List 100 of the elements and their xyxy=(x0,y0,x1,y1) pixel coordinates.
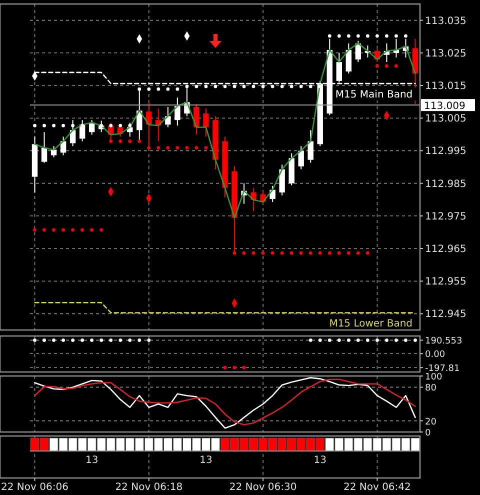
point xyxy=(100,228,104,232)
point xyxy=(404,34,408,38)
point xyxy=(280,84,284,88)
point xyxy=(376,34,379,38)
text: 13 xyxy=(314,455,326,466)
point xyxy=(376,64,379,68)
point xyxy=(270,84,274,88)
point xyxy=(299,84,303,88)
point xyxy=(71,124,74,128)
point xyxy=(204,146,208,150)
point xyxy=(337,34,341,38)
ref-line-label: 113.009 xyxy=(424,101,466,112)
point xyxy=(128,124,132,128)
y-tick-label: 113.035 xyxy=(425,16,466,27)
candlestick xyxy=(165,106,171,128)
point xyxy=(62,228,65,232)
point xyxy=(194,84,198,88)
point xyxy=(156,87,160,91)
point xyxy=(214,84,218,88)
point xyxy=(261,84,265,88)
candlestick xyxy=(308,130,314,164)
x-tick-label: 22 Nov 06:42 xyxy=(343,482,411,493)
x-tick-label: 22 Nov 06:30 xyxy=(229,482,297,493)
y-tick-label: 113.005 xyxy=(425,114,466,125)
y-tick-label: 112.965 xyxy=(425,244,466,255)
point xyxy=(185,84,189,88)
point xyxy=(394,34,398,38)
point xyxy=(290,84,294,88)
point xyxy=(223,84,227,88)
point xyxy=(185,146,189,150)
point xyxy=(138,87,142,91)
point xyxy=(290,251,294,255)
point xyxy=(270,251,274,255)
y-tick-label: 113.025 xyxy=(425,48,466,60)
point xyxy=(33,228,36,232)
point xyxy=(42,124,46,128)
point xyxy=(118,124,122,128)
candlestick xyxy=(270,185,276,202)
point xyxy=(394,64,398,68)
y-tick-label: 112.975 xyxy=(425,211,466,222)
y-tick-label: 112.955 xyxy=(425,276,466,288)
y-tick-label: 0.00 xyxy=(425,350,446,360)
y-tick-label: 112.995 xyxy=(425,146,466,158)
text: 13 xyxy=(85,455,98,466)
point xyxy=(299,251,303,255)
point xyxy=(156,146,160,150)
point xyxy=(356,34,360,38)
point xyxy=(308,84,312,88)
x-tick-label: 22 Nov 06:06 xyxy=(1,482,68,493)
point xyxy=(62,124,65,128)
point xyxy=(166,146,170,150)
point xyxy=(71,228,74,232)
series-label: M15 Main Band xyxy=(335,90,413,101)
point xyxy=(366,34,370,38)
candlestick xyxy=(203,108,209,138)
point xyxy=(128,140,132,143)
point xyxy=(385,34,388,38)
y-tick-label: 190.553 xyxy=(425,336,462,347)
point xyxy=(346,34,350,38)
point xyxy=(109,140,113,143)
point xyxy=(337,251,341,255)
point xyxy=(308,251,312,255)
y-tick-label: 112.985 xyxy=(425,178,466,190)
point xyxy=(109,124,113,128)
point xyxy=(194,146,198,150)
candlestick xyxy=(279,164,285,196)
point xyxy=(166,87,170,91)
y-tick-label: 100 xyxy=(425,372,442,382)
point xyxy=(366,251,370,255)
point xyxy=(176,146,180,150)
point xyxy=(232,251,236,255)
point xyxy=(328,34,332,38)
point xyxy=(80,228,84,232)
point xyxy=(328,251,332,255)
y-tick-label: 20 xyxy=(425,417,437,428)
point xyxy=(138,140,142,143)
point xyxy=(147,87,151,91)
series-label: M15 Lower Band xyxy=(329,318,413,330)
candlestick xyxy=(346,42,352,74)
point xyxy=(242,251,246,255)
point xyxy=(232,84,236,88)
point xyxy=(90,228,94,232)
point xyxy=(42,228,46,232)
point xyxy=(252,251,256,255)
point xyxy=(346,251,350,255)
candlestick xyxy=(50,146,57,158)
point xyxy=(242,84,246,88)
candlestick xyxy=(174,97,180,126)
point xyxy=(52,124,56,128)
point xyxy=(147,146,151,150)
point xyxy=(33,124,36,128)
point xyxy=(52,228,56,232)
candlestick xyxy=(298,146,304,170)
candlestick xyxy=(194,104,200,136)
y-tick-label: 80 xyxy=(425,384,437,394)
point xyxy=(204,84,208,88)
candlestick xyxy=(250,187,256,212)
point xyxy=(261,251,265,255)
point xyxy=(318,251,322,255)
y-tick-label: 0 xyxy=(425,428,431,438)
